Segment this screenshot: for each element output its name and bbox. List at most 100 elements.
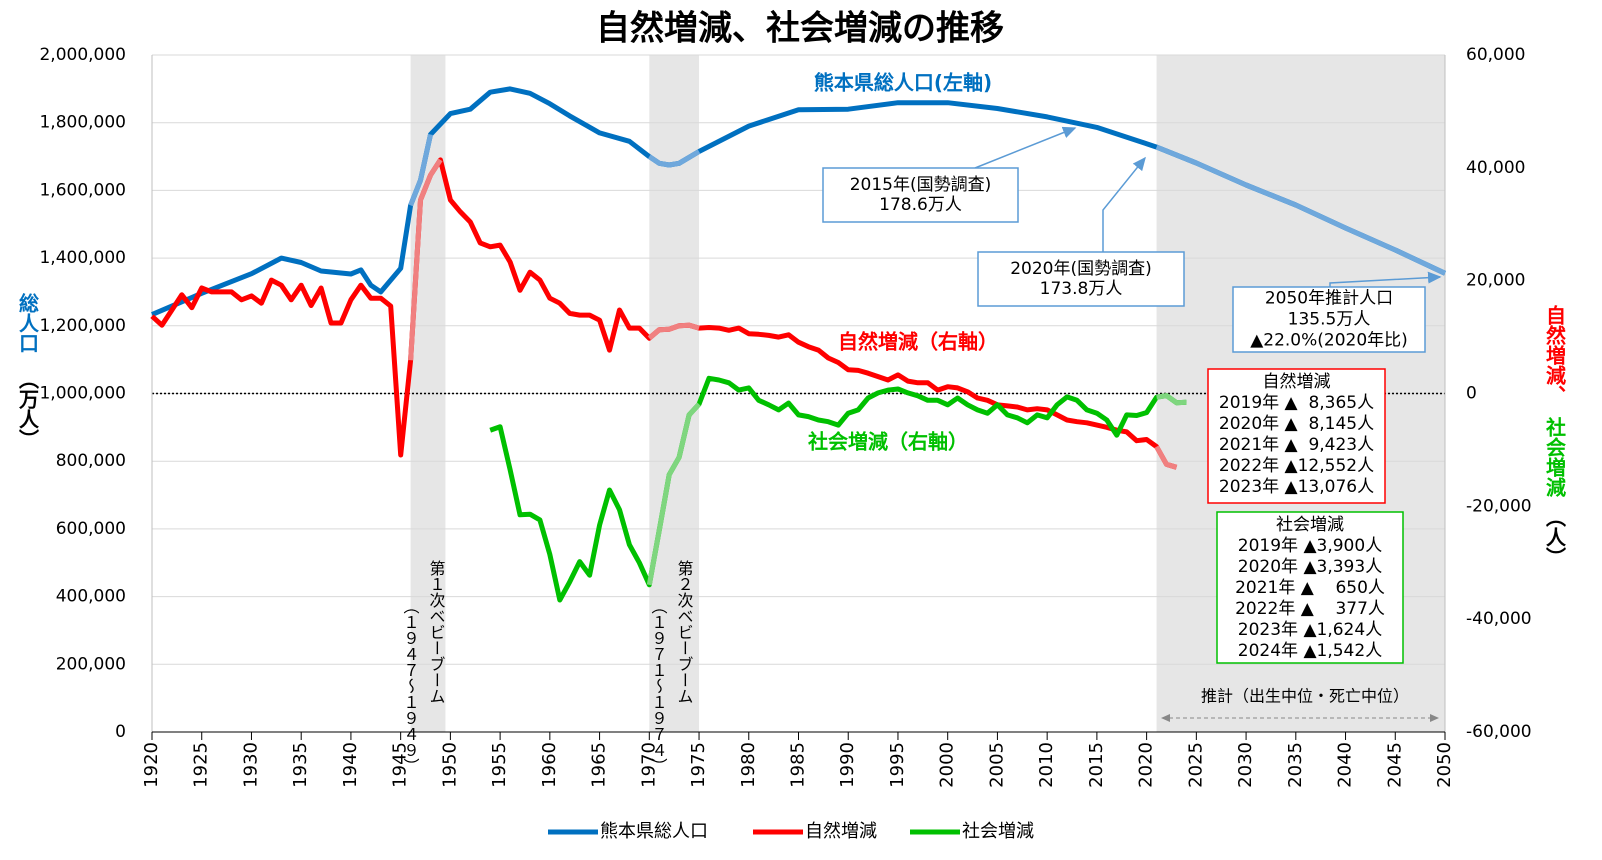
summary-row: 2021年 ▲ 9,423人 [1219,435,1374,455]
summary-row: 2021年 ▲ 650人 [1235,578,1385,598]
x-tick-label: 1920 [141,742,162,788]
series-label: 自然増減（右軸） [838,330,998,354]
y-tick-label: 1,600,000 [39,180,126,200]
x-tick-label: 2030 [1235,742,1256,788]
series-line [151,86,1447,317]
y2-axis-label: （人） [1543,507,1567,567]
y-tick-label: 1,800,000 [39,113,126,133]
series-line-light [1154,445,1178,470]
y-tick-label: 400,000 [56,587,126,607]
x-tick-label: 1995 [887,742,908,788]
series-line-light [1155,144,1447,276]
y2-axis-label: 社会増減 [1543,416,1567,498]
summary-row: 2024年 ▲1,542人 [1238,641,1382,661]
x-tick-label: 1970 [638,742,659,788]
series-line-light [408,158,443,361]
y2-tick-label: 40,000 [1466,158,1525,178]
callout-text: ▲22.0%(2020年比) [1250,331,1408,351]
callout-text: 2050年推計人口 [1265,289,1393,309]
y2-tick-label: 60,000 [1466,45,1525,65]
x-tick-label: 2050 [1434,742,1455,788]
x-tick-label: 2035 [1285,742,1306,788]
x-tick-label: 1960 [539,742,560,788]
x-tick-label: 1965 [589,742,610,788]
callout-text: 2015年(国勢調査) [850,175,992,195]
x-tick-label: 2040 [1335,742,1356,788]
projection-label: 推計（出生中位・死亡中位） [1201,687,1409,706]
boom-label: 第１次ベビーブーム [427,560,446,704]
callout-box [1232,286,1426,353]
callout-pointer [974,126,1077,169]
y-tick-label: 2,000,000 [39,45,126,65]
y2-tick-label: 0 [1466,384,1477,404]
summary-row: 2020年 ▲ 8,145人 [1219,414,1374,434]
legend-label: 社会増減 [962,821,1034,842]
summary-row: 2023年 ▲13,076人 [1219,477,1374,497]
y2-tick-label: -20,000 [1466,496,1532,516]
y2-tick-label: -40,000 [1466,609,1532,629]
summary-row: 2019年 ▲ 8,365人 [1219,393,1374,413]
series-line-light [1156,393,1187,406]
callout-pointer [1329,271,1442,287]
x-tick-label: 1940 [340,742,361,788]
summary-title: 自然増減 [1263,372,1331,392]
y2-tick-label: -60,000 [1466,722,1532,742]
x-tick-label: 1930 [240,742,261,788]
legend-label: 熊本県総人口 [600,821,708,842]
summary-row: 2022年 ▲12,552人 [1219,456,1374,476]
boom-label: （１９７１～１９７４） [649,598,668,774]
x-tick-label: 2000 [937,742,958,788]
x-tick-label: 1980 [738,742,759,788]
y-tick-label: 1,200,000 [39,316,126,336]
x-tick-label: 2015 [1086,742,1107,788]
series-line-light [408,133,433,207]
summary-box [1216,511,1404,664]
series-label: 熊本県総人口(左軸) [814,71,992,95]
callout-box [822,167,1019,223]
boom-label: （１９４７～１９４９） [401,598,420,774]
y-tick-label: 0 [115,722,126,742]
callout-text: 135.5万人 [1288,310,1371,330]
x-tick-label: 2045 [1384,742,1405,788]
series-line-light [647,149,701,168]
boom-label: 第２次ベビーブーム [675,560,694,704]
x-tick-label: 1985 [788,742,809,788]
callout-pointer [1102,156,1146,252]
series-line-light [646,402,701,586]
series-line-light [647,322,700,341]
y2-tick-label: 20,000 [1466,271,1525,291]
y-tick-label: 1,000,000 [39,384,126,404]
summary-title: 社会増減 [1276,515,1344,535]
y-tick-label: 800,000 [56,451,126,471]
y-axis-label: 総人口 [16,292,40,353]
series-label: 社会増減（右軸） [807,430,968,454]
x-tick-label: 2025 [1185,742,1206,788]
x-tick-label: 1975 [688,742,709,788]
y-axis-label: （万人） [16,369,40,449]
chart-title: 自然増減、社会増減の推移 [596,9,1004,49]
x-tick-label: 1955 [489,742,510,788]
x-tick-label: 1990 [837,742,858,788]
callout-text: 173.8万人 [1040,279,1123,299]
x-tick-label: 2020 [1136,742,1157,788]
y-tick-label: 600,000 [56,519,126,539]
summary-box [1207,368,1386,504]
x-tick-label: 1935 [290,742,311,788]
summary-row: 2023年 ▲1,624人 [1238,620,1382,640]
y-tick-label: 200,000 [56,654,126,674]
y-tick-label: 1,400,000 [39,248,126,268]
legend-label: 自然増減 [805,821,877,842]
x-tick-label: 2005 [986,742,1007,788]
summary-row: 2020年 ▲3,393人 [1238,557,1382,577]
callout-text: 2020年(国勢調査) [1010,259,1152,279]
callout-text: 178.6万人 [879,195,962,215]
x-tick-label: 2010 [1036,742,1057,788]
x-tick-label: 1945 [390,742,411,788]
series-line [489,375,1187,603]
x-tick-label: 1950 [439,742,460,788]
summary-row: 2022年 ▲ 377人 [1235,599,1385,619]
summary-row: 2019年 ▲3,900人 [1238,536,1382,556]
y2-axis-label: 自然増減、 [1543,304,1567,405]
x-tick-label: 1925 [191,742,212,788]
